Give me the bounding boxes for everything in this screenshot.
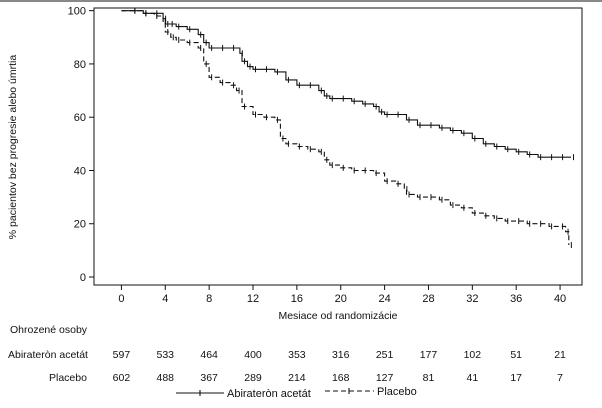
y-tick-label: 60 (74, 112, 86, 124)
y-axis-title: % pacientov bez progresie alebo úmrtia (7, 55, 19, 240)
risk-cell-placebo: 488 (157, 372, 175, 384)
x-axis-title: Mesiace od randomizácie (278, 310, 397, 322)
risk-cell-abiraterone: 102 (464, 349, 482, 361)
risk-cell-abiraterone: 51 (510, 349, 522, 361)
risk-cell-placebo: 602 (113, 372, 131, 384)
y-tick-label: 0 (80, 272, 86, 284)
risk-table-title: Ohrozené osoby (10, 324, 88, 336)
x-tick-label: 20 (335, 293, 347, 305)
risk-cell-placebo: 17 (510, 372, 522, 384)
risk-cell-abiraterone: 597 (113, 349, 131, 361)
y-tick-label: 20 (74, 219, 86, 231)
legend-item-placebo: Placebo (325, 386, 417, 398)
x-tick-label: 32 (466, 293, 478, 305)
x-tick-label: 8 (206, 293, 212, 305)
risk-cell-placebo: 41 (466, 372, 478, 384)
risk-cell-placebo: 289 (244, 372, 262, 384)
y-axis: 0 20 40 60 80 100 (68, 6, 94, 284)
legend-label-placebo: Placebo (377, 386, 417, 398)
risk-cell-placebo: 367 (200, 372, 218, 384)
x-tick-label: 36 (510, 293, 522, 305)
y-tick-label: 100 (68, 6, 86, 18)
series-placebo-curve (121, 10, 570, 245)
legend-item-abiraterone: Abirateròn acetát (176, 388, 311, 400)
risk-cell-placebo: 127 (376, 372, 394, 384)
risk-row-label-abiraterone: Abirateròn acetát (8, 349, 88, 361)
series-layer (121, 7, 575, 249)
risk-row-label-placebo: Placebo (49, 372, 87, 384)
y-tick-label: 80 (74, 59, 86, 71)
x-tick-label: 4 (162, 293, 168, 305)
x-tick-label: 12 (247, 293, 259, 305)
risk-cell-abiraterone: 464 (200, 349, 218, 361)
x-tick-label: 28 (422, 293, 434, 305)
risk-cell-placebo: 214 (288, 372, 306, 384)
risk-cell-abiraterone: 316 (332, 349, 350, 361)
x-tick-label: 16 (291, 293, 303, 305)
risk-cell-abiraterone: 353 (288, 349, 306, 361)
risk-cell-abiraterone: 21 (554, 349, 566, 361)
risk-cell-abiraterone: 251 (376, 349, 394, 361)
x-tick-label: 40 (554, 293, 566, 305)
risk-cell-placebo: 81 (423, 372, 435, 384)
series-abiraterone-curve (121, 10, 571, 158)
x-axis: 0 4 8 12 16 20 24 28 32 36 40 (118, 285, 566, 305)
plot-frame (93, 7, 583, 286)
legend-label-abiraterone: Abirateròn acetát (227, 388, 311, 400)
legend: Abirateròn acetát Placebo (176, 386, 417, 400)
risk-cell-placebo: 168 (332, 372, 350, 384)
risk-cell-abiraterone: 400 (244, 349, 262, 361)
y-tick-label: 40 (74, 165, 86, 177)
risk-cell-abiraterone: 533 (157, 349, 175, 361)
x-tick-label: 24 (378, 293, 390, 305)
x-tick-label: 0 (118, 293, 124, 305)
risk-cell-placebo: 7 (557, 372, 563, 384)
risk-cell-abiraterone: 177 (420, 349, 438, 361)
